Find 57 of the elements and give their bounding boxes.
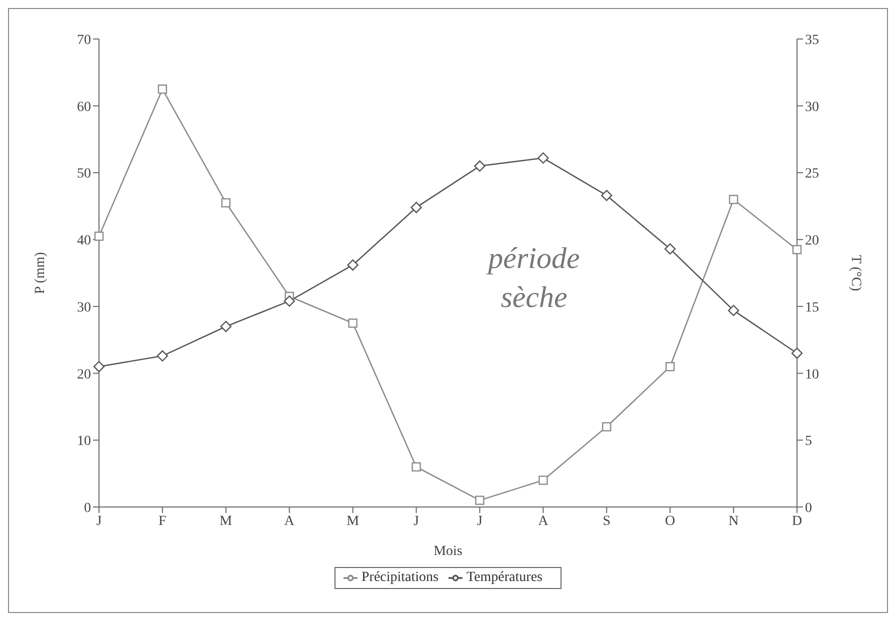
x-tick-label: J — [477, 514, 483, 529]
y2-tick-label: 5 — [805, 434, 812, 450]
y2-tick-label: 10 — [805, 367, 819, 382]
x-tick-label: S — [602, 514, 611, 529]
point — [284, 295, 295, 307]
point — [538, 152, 549, 164]
y2-tick-label: 30 — [805, 100, 819, 115]
x-tick-label: A — [538, 514, 550, 529]
point — [221, 198, 231, 208]
point — [94, 232, 104, 241]
x-tick-label: J — [414, 514, 420, 529]
x-tick-label: O — [665, 514, 676, 529]
point — [220, 320, 232, 332]
y-tick-label: 10 — [77, 434, 91, 450]
point — [475, 496, 484, 505]
x-tick-label: D — [792, 514, 802, 529]
y2-tick-label: 20 — [805, 234, 819, 249]
x-tick-label: M — [220, 514, 233, 529]
point — [601, 190, 612, 202]
point — [474, 160, 486, 172]
point — [156, 350, 168, 362]
point — [410, 202, 422, 214]
y-tick-label: 70 — [77, 32, 91, 48]
y-tick-label: 0 — [84, 500, 91, 516]
x-tick-label: F — [158, 514, 167, 529]
y-tick-label: 20 — [77, 367, 91, 382]
point — [348, 318, 358, 328]
x-axis-title: Mois — [434, 544, 462, 559]
point — [602, 422, 612, 432]
x-tick-label: M — [346, 514, 360, 529]
y2-tick-label: 15 — [805, 300, 819, 316]
y-tick-label: 40 — [77, 234, 91, 249]
point — [347, 259, 358, 271]
point — [665, 362, 675, 372]
y-tick-label: 60 — [77, 100, 91, 115]
x-tick-label: N — [728, 514, 739, 529]
point — [158, 84, 168, 94]
legend-label: Précipitations — [362, 570, 439, 585]
point — [412, 462, 421, 472]
x-tick-label: J — [96, 514, 102, 529]
y2-tick-label: 25 — [805, 166, 819, 182]
y-axis-title: P (mm) — [32, 252, 48, 294]
x-tick-label: A — [284, 514, 296, 529]
point — [728, 194, 738, 204]
legend-label: Températures — [466, 570, 542, 585]
point — [791, 348, 803, 359]
y-tick-label: 50 — [77, 166, 91, 182]
point — [728, 304, 740, 316]
y2-tick-label: 35 — [805, 32, 819, 48]
y-tick-label: 30 — [77, 300, 91, 316]
annotation: période sèche — [486, 241, 581, 316]
point — [93, 361, 105, 372]
point — [792, 245, 802, 254]
point — [664, 243, 676, 255]
y2-axis-title: T (°C) — [848, 254, 864, 292]
point — [538, 476, 548, 485]
y2-tick-label: 0 — [805, 500, 812, 516]
